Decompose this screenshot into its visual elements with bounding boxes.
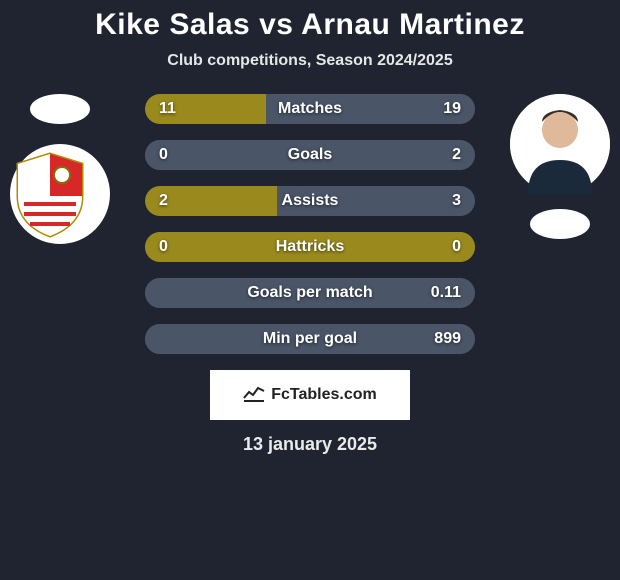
brand-footer: FcTables.com xyxy=(210,370,410,420)
stat-label: Goals xyxy=(145,146,475,164)
sevilla-shield-icon xyxy=(10,150,90,240)
chart-line-icon xyxy=(243,384,265,407)
player-right-avatar xyxy=(510,94,610,194)
stat-label: Goals per match xyxy=(145,284,475,302)
page-title: Kike Salas vs Arnau Martinez xyxy=(0,0,620,42)
player-left-club-badge xyxy=(10,144,110,244)
stat-bars: 1119Matches 02Goals 23Assists 00Hattricks 0.… xyxy=(145,94,475,354)
stat-row: 23Assists xyxy=(145,186,475,216)
player-right-club-ellipse xyxy=(530,209,590,239)
stat-label: Matches xyxy=(145,100,475,118)
page-subtitle: Club competitions, Season 2024/2025 xyxy=(0,52,620,70)
stat-row: 899Min per goal xyxy=(145,324,475,354)
stat-row: 1119Matches xyxy=(145,94,475,124)
stat-label: Hattricks xyxy=(145,238,475,256)
stat-label: Assists xyxy=(145,192,475,210)
player-left-club-ellipse xyxy=(30,94,90,124)
stat-row: 02Goals xyxy=(145,140,475,170)
stat-row: 0.11Goals per match xyxy=(145,278,475,308)
stat-label: Min per goal xyxy=(145,330,475,348)
comparison-chart: 1119Matches 02Goals 23Assists 00Hattricks 0.… xyxy=(0,94,620,354)
snapshot-date: 13 january 2025 xyxy=(0,434,620,455)
person-avatar-icon xyxy=(510,94,610,194)
stat-row: 00Hattricks xyxy=(145,232,475,262)
brand-text: FcTables.com xyxy=(271,386,377,404)
